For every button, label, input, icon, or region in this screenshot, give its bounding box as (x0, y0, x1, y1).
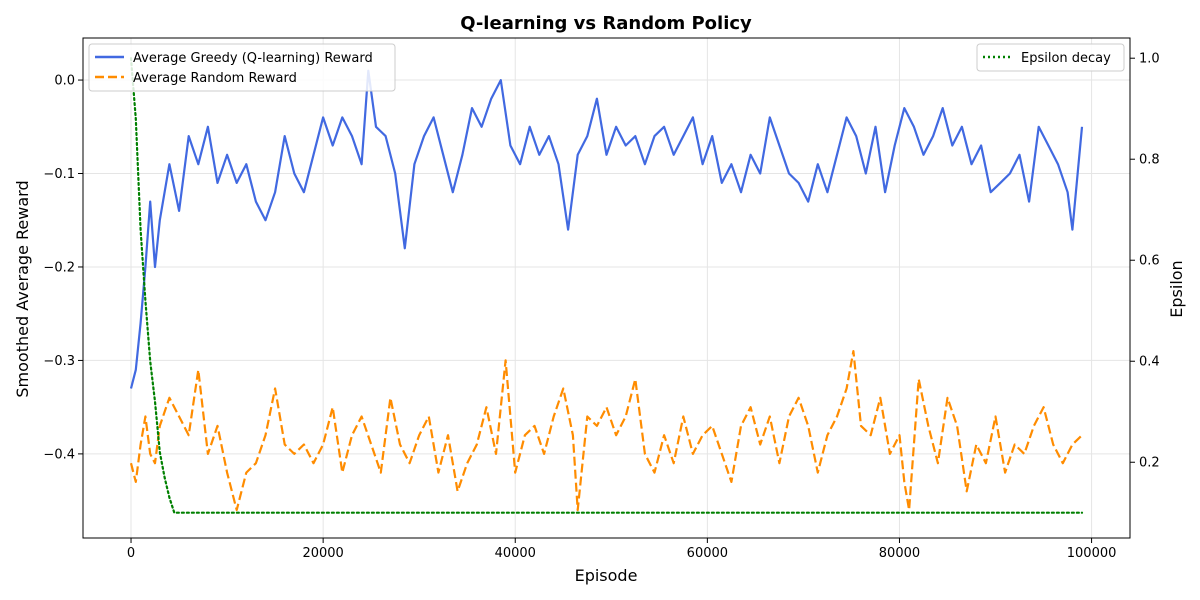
legend-random-label: Average Random Reward (133, 71, 297, 86)
y2-axis-label: Epsilon (1167, 260, 1186, 317)
x-tick-label: 60000 (687, 546, 728, 561)
legend-epsilon-label: Epsilon decay (1021, 51, 1111, 66)
x-tick-label: 80000 (879, 546, 920, 561)
random-reward-line (129, 350, 1083, 512)
y-tick-label: −0.3 (43, 354, 75, 369)
x-axis-label: Episode (575, 566, 638, 585)
chart-title: Q-learning vs Random Policy (460, 13, 752, 34)
y2-tick-label: 0.6 (1139, 254, 1160, 269)
y2-tick-label: 1.0 (1139, 52, 1160, 67)
y-tick-label: −0.1 (43, 167, 75, 182)
y2-tick-label: 0.4 (1139, 355, 1160, 370)
grid (83, 38, 1130, 538)
greedy-reward-line (129, 69, 1084, 389)
x-tick-label: 100000 (1067, 546, 1117, 561)
epsilon-decay-line (129, 57, 1084, 514)
legend-right: Epsilon decay (976, 43, 1125, 72)
plot-frame (82, 37, 1131, 539)
x-tick-label: 20000 (302, 546, 343, 561)
legend-left-box (88, 43, 396, 92)
legend-left: Average Greedy (Q-learning) Reward Avera… (88, 43, 396, 92)
legend-right-box (976, 43, 1125, 72)
y-tick-label: 0.0 (54, 74, 75, 89)
legend-greedy-label: Average Greedy (Q-learning) Reward (133, 51, 373, 66)
x-tick-label: 0 (127, 546, 135, 561)
ticks: 0 20000 40000 60000 80000 100000 0.0 −0.1 −0.2 −0… (43, 52, 1159, 561)
y-tick-label: −0.2 (43, 260, 75, 275)
series-layer (129, 57, 1084, 514)
y2-tick-label: 0.2 (1139, 456, 1160, 471)
y-tick-label: −0.4 (43, 447, 75, 462)
x-tick-label: 40000 (495, 546, 536, 561)
y-axis-label: Smoothed Average Reward (13, 180, 32, 397)
y2-tick-label: 0.8 (1139, 153, 1160, 168)
